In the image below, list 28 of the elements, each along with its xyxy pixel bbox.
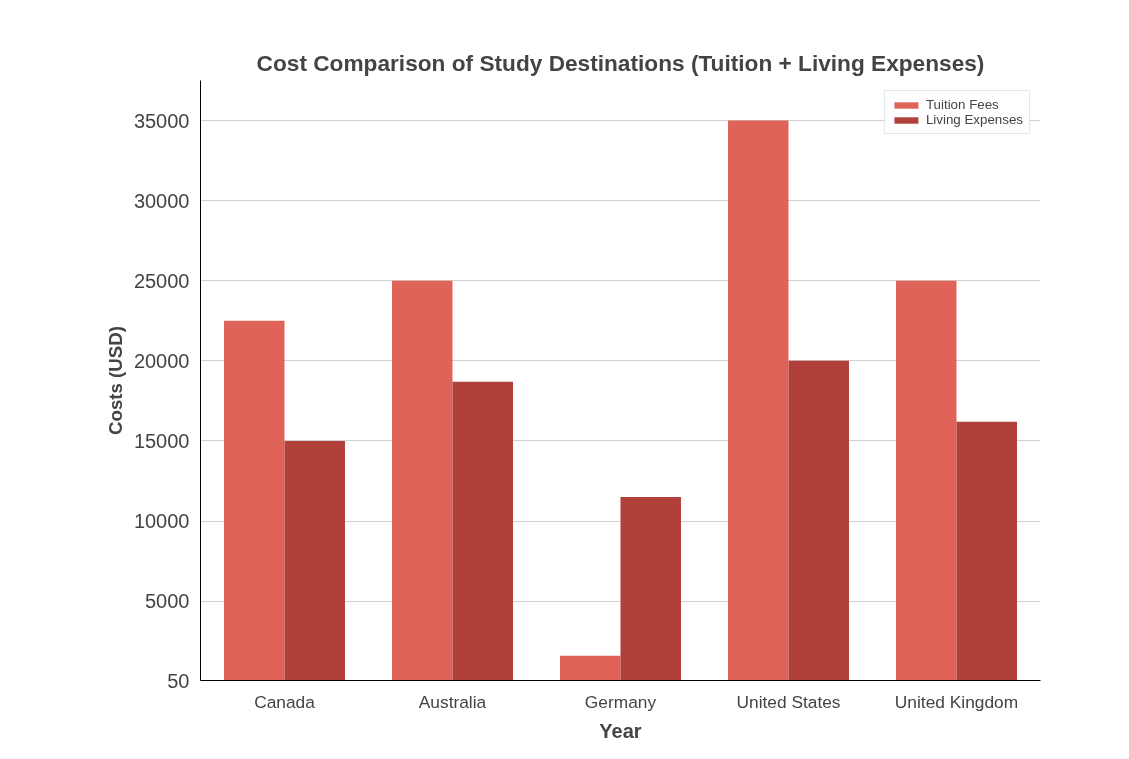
y-axis-title: Costs (USD) <box>104 326 126 435</box>
y-tick-label: 5000 <box>145 590 190 613</box>
y-tick-label: 15000 <box>133 429 190 452</box>
bar <box>452 381 513 681</box>
legend-label: Living Expenses <box>925 112 1023 127</box>
y-tick-label: 50 <box>167 669 190 692</box>
bar <box>956 421 1017 681</box>
y-tick-label: 25000 <box>133 269 190 292</box>
bar <box>284 440 345 681</box>
bar <box>392 280 453 681</box>
x-axis-title: Year <box>599 719 642 742</box>
bar <box>728 120 789 681</box>
bar <box>620 497 681 681</box>
y-tick-label: 20000 <box>133 349 190 372</box>
y-tick-label: 30000 <box>133 189 190 212</box>
x-tick-label: United Kingdom <box>894 691 1019 712</box>
x-tick-label: United States <box>736 691 841 712</box>
bar <box>896 280 957 681</box>
x-tick-label: Canada <box>254 691 316 712</box>
bar <box>560 655 621 681</box>
legend-label: Tuition Fees <box>925 97 999 112</box>
chart-title: Cost Comparison of Study Destinations (Tuition + Living Expenses) <box>256 49 985 76</box>
x-tick-label: Australia <box>418 691 487 712</box>
bar <box>788 360 849 681</box>
bar <box>224 320 285 681</box>
y-tick-label: 10000 <box>133 510 190 533</box>
x-tick-label: Germany <box>584 691 657 712</box>
y-tick-label: 35000 <box>133 109 190 132</box>
